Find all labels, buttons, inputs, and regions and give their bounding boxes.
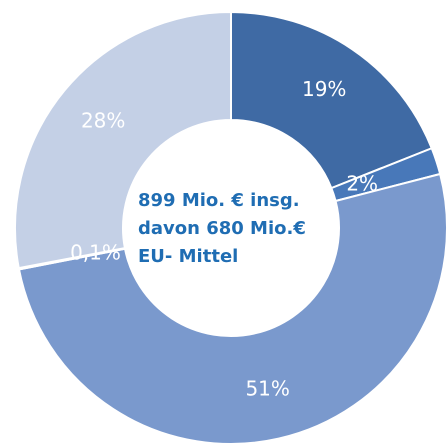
data-label: 19% — [302, 77, 346, 101]
data-label: 28% — [81, 109, 125, 133]
donut-segment — [17, 172, 448, 445]
data-label: 51% — [245, 376, 289, 400]
donut-segment — [230, 10, 434, 190]
center-annotation: davon 680 Mio.€ — [138, 218, 306, 239]
data-label: 0,1% — [70, 241, 121, 265]
center-annotation: 899 Mio. € insg. — [138, 190, 300, 211]
donut-segment — [14, 10, 232, 270]
data-label: 2% — [346, 172, 378, 196]
center-annotation: EU- Mittel — [138, 246, 238, 267]
